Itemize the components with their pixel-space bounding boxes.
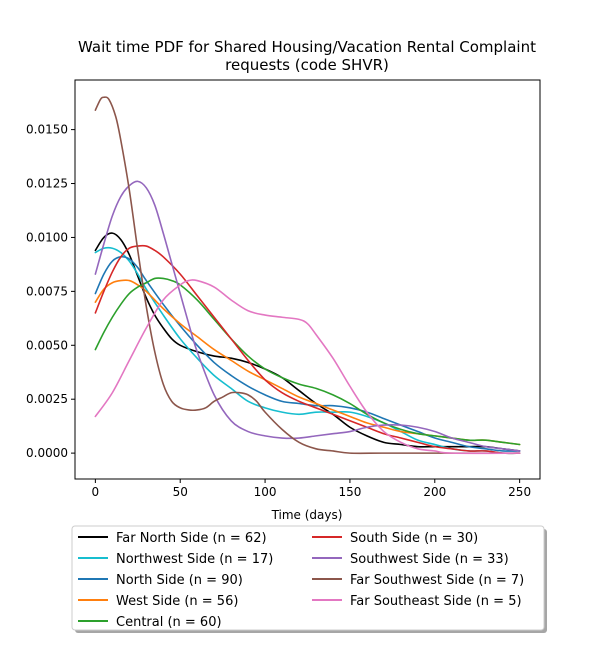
legend-label-5: South Side (n = 30) xyxy=(350,531,478,546)
legend-label-1: Northwest Side (n = 17) xyxy=(116,552,273,567)
x-tick-label: 0 xyxy=(92,485,100,499)
y-tick-label: 0.0025 xyxy=(26,392,68,406)
legend-label-8: Far Southeast Side (n = 5) xyxy=(350,594,522,609)
y-tick-label: 0.0150 xyxy=(26,123,68,137)
legend-label-0: Far North Side (n = 62) xyxy=(116,531,267,546)
y-tick-label: 0.0125 xyxy=(26,177,68,191)
legend-label-7: Far Southwest Side (n = 7) xyxy=(350,573,524,588)
x-tick-label: 200 xyxy=(423,485,446,499)
y-tick-label: 0.0000 xyxy=(26,446,68,460)
plot-area: 0 50 100 150 200 250 0.0000 0.0025 0.0050 0.0075 0… xyxy=(26,79,541,499)
legend-label-6: Southwest Side (n = 33) xyxy=(350,552,509,567)
chart-title-line-1: Wait time PDF for Shared Housing/Vacatio… xyxy=(78,38,536,56)
series-line-0 xyxy=(94,232,521,452)
series-line-4 xyxy=(94,277,521,446)
y-tick-label: 0.0100 xyxy=(26,230,68,244)
legend: Far North Side (n = 62) Northwest Side (n… xyxy=(71,525,547,633)
legend-label-3: West Side (n = 56) xyxy=(116,594,238,609)
x-tick-label: 150 xyxy=(338,485,361,499)
series-line-6 xyxy=(94,180,521,452)
y-tick-label: 0.0075 xyxy=(26,284,68,298)
y-tick-label: 0.0050 xyxy=(26,338,68,352)
series-line-8 xyxy=(94,279,521,455)
series-line-5 xyxy=(94,244,521,455)
legend-box xyxy=(71,525,545,631)
series-lines xyxy=(94,96,521,455)
x-axis-label: Time (days) xyxy=(271,508,343,522)
x-tick-label: 100 xyxy=(254,485,277,499)
series-line-7 xyxy=(94,96,521,455)
legend-label-4: Central (n = 60) xyxy=(116,615,222,630)
plot-frame xyxy=(74,79,541,480)
series-line-1 xyxy=(94,246,521,455)
legend-label-2: North Side (n = 90) xyxy=(116,573,243,588)
chart-title-line-2: requests (code SHVR) xyxy=(225,56,389,74)
x-tick-label: 250 xyxy=(508,485,531,499)
series-line-2 xyxy=(94,255,521,452)
x-tick-label: 50 xyxy=(173,485,188,499)
